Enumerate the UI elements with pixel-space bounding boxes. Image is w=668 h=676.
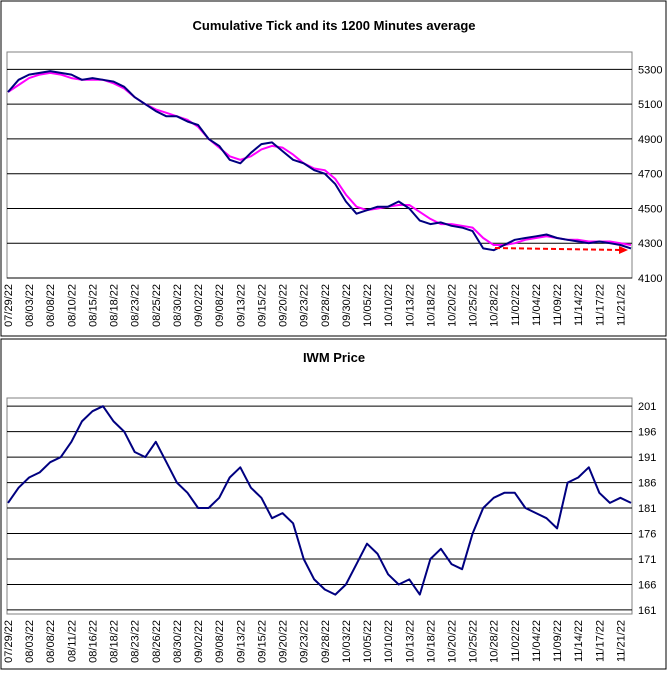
arrow-head (619, 246, 628, 254)
y-tick-label: 181 (638, 503, 656, 515)
x-tick-label: 11/17/22 (594, 620, 606, 662)
x-tick-label: 10/03/22 (341, 620, 353, 663)
x-tick-label: 09/15/22 (256, 620, 268, 663)
x-tick-label: 11/04/22 (531, 620, 543, 662)
y-tick-label: 196 (638, 427, 656, 439)
y-tick-label: 4300 (638, 238, 662, 250)
y-tick-label: 4100 (638, 273, 662, 285)
x-tick-label: 11/21/22 (615, 284, 627, 326)
x-tick-label: 08/23/22 (130, 284, 142, 327)
x-tick-label: 09/28/22 (320, 284, 332, 327)
line-series (7, 405, 632, 596)
x-tick-label: 08/30/22 (172, 284, 184, 327)
x-tick-label: 09/02/22 (193, 620, 205, 663)
x-tick-label: 09/23/22 (299, 284, 311, 327)
x-tick-label: 10/20/22 (446, 284, 458, 327)
plot-area (6, 51, 633, 279)
x-tick-label: 08/23/22 (130, 620, 142, 663)
line-series (7, 70, 632, 252)
x-tick-label: 11/04/22 (531, 284, 543, 326)
x-tick-label: 10/13/22 (404, 620, 416, 663)
x-tick-label: 10/20/22 (446, 620, 458, 663)
y-tick-label: 4900 (638, 134, 662, 146)
chart-title: IWM Price (303, 350, 365, 365)
x-tick-label: 10/10/22 (383, 284, 395, 327)
x-tick-label: 11/17/22 (594, 284, 606, 326)
y-tick-label: 186 (638, 478, 656, 490)
x-tick-label: 09/08/22 (214, 284, 226, 327)
x-tick-label: 08/18/22 (109, 620, 121, 663)
x-tick-label: 08/30/22 (172, 620, 184, 663)
x-tick-label: 08/08/22 (45, 620, 57, 663)
y-tick-label: 171 (638, 554, 656, 566)
x-tick-label: 10/28/22 (489, 620, 501, 663)
x-tick-label: 08/03/22 (24, 284, 36, 327)
chart-title: Cumulative Tick and its 1200 Minutes ave… (193, 18, 476, 33)
line-series (7, 71, 632, 246)
x-tick-label: 08/03/22 (24, 620, 36, 663)
x-tick-label: 11/02/22 (510, 284, 522, 326)
x-tick-label: 10/18/22 (425, 620, 437, 663)
y-tick-label: 201 (638, 401, 656, 413)
x-tick-label: 11/21/22 (615, 620, 627, 662)
x-tick-label: 10/13/22 (404, 284, 416, 327)
x-tick-label: 08/08/22 (45, 284, 57, 327)
x-tick-label: 10/05/22 (362, 620, 374, 663)
y-tick-label: 4700 (638, 169, 662, 181)
x-tick-label: 09/23/22 (299, 620, 311, 663)
x-tick-label: 11/02/22 (510, 620, 522, 662)
x-tick-label: 08/18/22 (109, 284, 121, 327)
annotation-arrow (494, 247, 623, 251)
x-tick-label: 07/29/22 (3, 284, 15, 327)
x-tick-label: 09/20/22 (278, 620, 290, 663)
x-tick-label: 09/30/22 (341, 284, 353, 327)
x-tick-label: 10/25/22 (468, 284, 480, 327)
y-tick-label: 176 (638, 529, 656, 541)
x-tick-label: 09/13/22 (235, 284, 247, 327)
x-tick-label: 11/09/22 (552, 284, 564, 326)
x-tick-label: 09/20/22 (278, 284, 290, 327)
x-tick-label: 09/15/22 (256, 284, 268, 327)
plot-area (6, 397, 633, 615)
x-tick-label: 11/14/22 (573, 284, 585, 326)
plots: 4100 4300 4500 4700 4900 5100 5300 07/29/22 08/0… (3, 51, 662, 663)
x-tick-label: 08/10/22 (66, 284, 78, 327)
x-tick-label: 10/25/22 (468, 620, 480, 663)
x-tick-label: 11/09/22 (552, 620, 564, 662)
x-tick-label: 08/15/22 (87, 284, 99, 327)
x-tick-label: 10/10/22 (383, 620, 395, 663)
x-tick-label: 08/11/22 (66, 620, 78, 662)
y-tick-label: 161 (638, 605, 656, 617)
x-tick-label: 10/05/22 (362, 284, 374, 327)
y-tick-label: 166 (638, 579, 656, 591)
x-tick-label: 09/28/22 (320, 620, 332, 663)
x-tick-label: 08/26/22 (151, 620, 163, 663)
x-tick-label: 10/28/22 (489, 284, 501, 327)
y-tick-label: 191 (638, 452, 656, 464)
x-tick-label: 07/29/22 (3, 620, 15, 663)
x-tick-label: 08/16/22 (87, 620, 99, 663)
x-tick-label: 08/25/22 (151, 284, 163, 327)
y-tick-label: 5300 (638, 64, 662, 76)
x-tick-label: 09/08/22 (214, 620, 226, 663)
x-tick-label: 09/13/22 (235, 620, 247, 663)
x-tick-label: 09/02/22 (193, 284, 205, 327)
x-tick-label: 10/18/22 (425, 284, 437, 327)
y-tick-label: 5100 (638, 99, 662, 111)
x-tick-label: 11/14/22 (573, 620, 585, 662)
y-tick-label: 4500 (638, 203, 662, 215)
